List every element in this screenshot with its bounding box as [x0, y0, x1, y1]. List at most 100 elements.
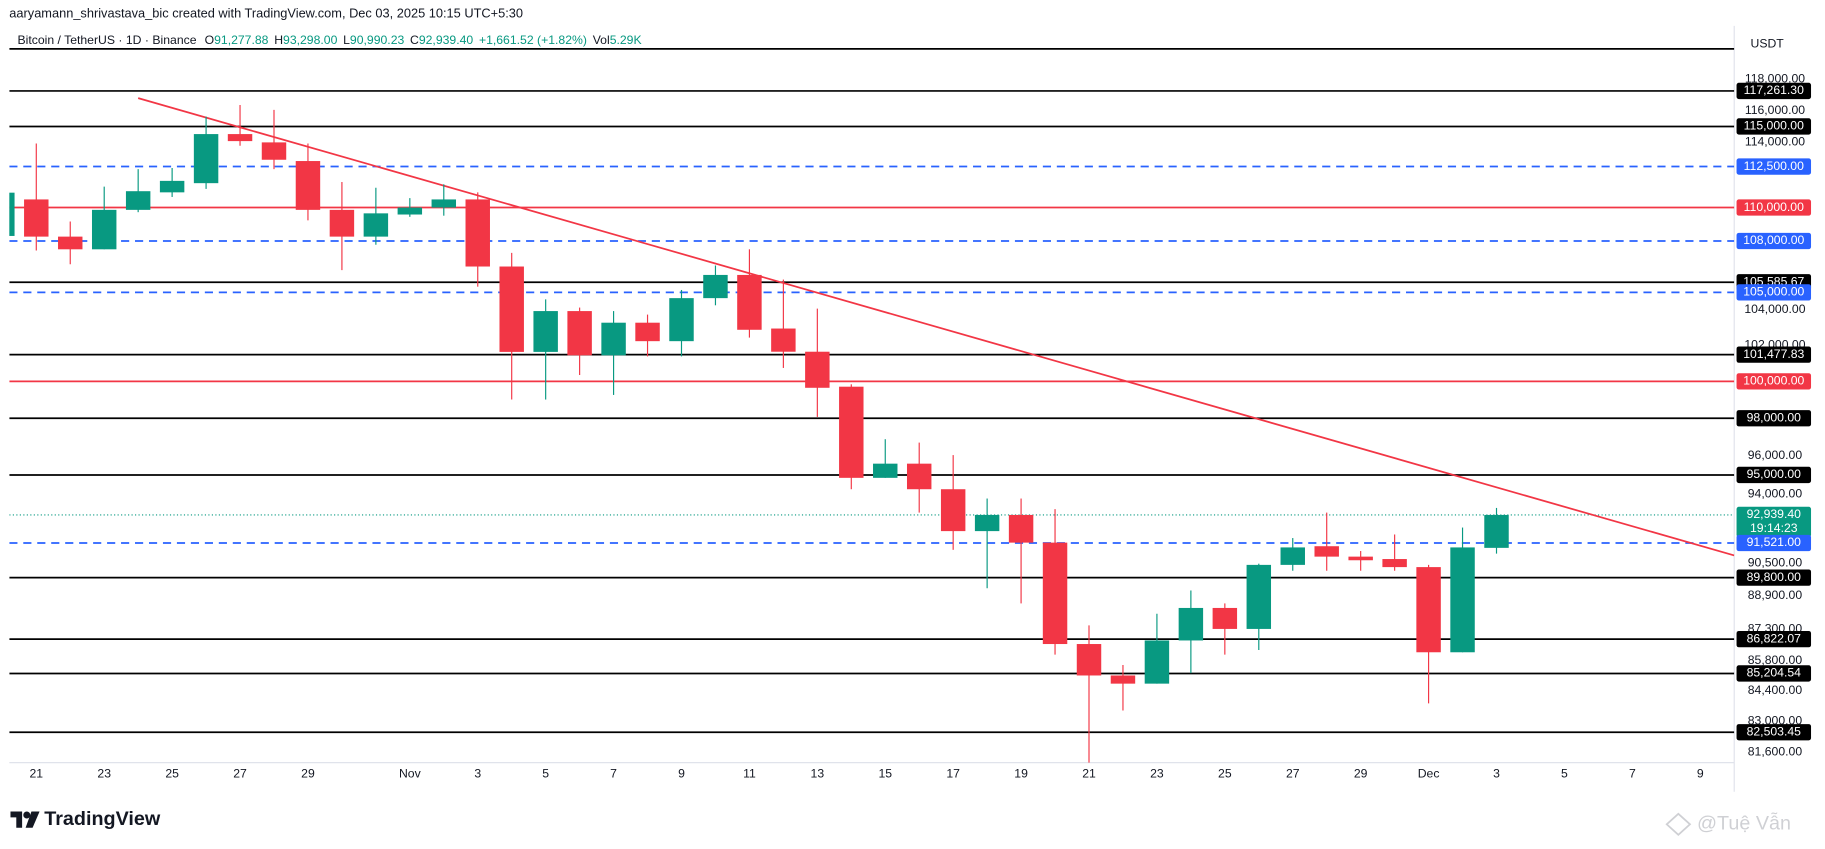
x-tick-label: 21 [29, 766, 43, 780]
candle-body [1382, 559, 1407, 568]
candle-body [499, 266, 524, 352]
y-tick-label: 116,000.00 [1745, 103, 1805, 117]
x-tick-label: 3 [474, 766, 481, 780]
level-label-box [1736, 199, 1812, 216]
candle-body [24, 199, 49, 237]
candle-body [295, 161, 321, 210]
x-tick-label: 29 [301, 766, 315, 780]
candle-body [974, 514, 1000, 532]
y-tick-label: 94,000.00 [1748, 486, 1803, 500]
candle-body [1314, 546, 1339, 557]
level-label-box [1736, 724, 1812, 741]
x-tick-label: 9 [1697, 766, 1704, 780]
candle-body [703, 274, 728, 299]
level-label: 82,503.45 [1747, 724, 1802, 738]
candle-body [805, 351, 830, 388]
y-tick-label: 81,600.00 [1748, 745, 1803, 759]
y-tick-label: 83,000.00 [1748, 714, 1803, 728]
level-label: 95,000.00 [1747, 467, 1802, 481]
logo-text: TradingView [44, 808, 161, 830]
pane [9, 47, 1735, 763]
candle-body [465, 199, 490, 267]
candle-body [1212, 607, 1238, 629]
x-tick-label: 15 [878, 766, 892, 780]
candle-body [771, 328, 796, 352]
x-tick-label: 23 [1150, 766, 1164, 780]
x-tick-label: 27 [1286, 766, 1300, 780]
level-label: 92,939.40 [1747, 507, 1802, 521]
x-tick-label: 7 [610, 766, 617, 780]
close-value: 92,939.40 [419, 33, 474, 47]
logo-mark [10, 811, 23, 828]
level-label: 89,800.00 [1747, 570, 1802, 584]
watermark-icon [1665, 812, 1692, 836]
legend: Bitcoin / TetherUS · 1D · Binance O91,27… [17, 33, 642, 47]
level-label-box [1736, 373, 1812, 390]
level-label-box [1736, 82, 1812, 100]
candle-body [669, 298, 694, 342]
level-label-box [1736, 346, 1812, 363]
candle-body [873, 463, 898, 478]
candle-body [1484, 514, 1509, 548]
vol-label: Vol [593, 33, 610, 47]
y-tick-label: 85,800.00 [1748, 653, 1803, 667]
x-tick-label: 23 [97, 766, 111, 780]
change: +1,661.52 (+1.82%) [479, 33, 587, 47]
level-label: 98,000.00 [1747, 410, 1802, 424]
level-label-box [1736, 410, 1812, 427]
level-label-box [1736, 232, 1812, 250]
currency: USDT [1751, 37, 1785, 51]
level-label-box [1736, 284, 1812, 301]
y-tick-label: 96,000.00 [1748, 448, 1803, 462]
level-label-box [1736, 466, 1812, 484]
x-tick-label: 25 [165, 766, 179, 780]
candle-body [58, 236, 83, 250]
candle-body [125, 191, 151, 210]
level-label-box [1736, 665, 1812, 682]
level-label: 85,204.54 [1747, 666, 1802, 680]
x-tick-label: 17 [946, 766, 960, 780]
logo-slash [25, 811, 40, 828]
close-label: C [410, 33, 419, 47]
candle-body [1008, 514, 1034, 543]
level-label-box [1736, 569, 1812, 586]
level-label: 101,477.83 [1743, 347, 1804, 361]
high-value: 93,298.00 [283, 33, 338, 47]
x-tick-label: 21 [1082, 766, 1096, 780]
candle-body [431, 199, 457, 208]
level-label: 112,500.00 [1744, 159, 1804, 173]
level-label: 91,521.00 [1747, 535, 1802, 549]
candle-body [533, 311, 558, 352]
candle-body [261, 142, 287, 160]
candle-body [1348, 556, 1373, 561]
candle-body [1450, 547, 1475, 653]
candle-body [397, 207, 423, 215]
y-tick-label: 118,000.00 [1745, 72, 1805, 86]
x-tick-label: 9 [678, 766, 685, 780]
y-tick-label: 104,000.00 [1744, 302, 1805, 316]
open-label: O [205, 33, 215, 47]
level-label-box [1736, 158, 1812, 175]
candle-body [1416, 567, 1441, 653]
level-label-box [1736, 506, 1812, 538]
y-tick-label: 84,400.00 [1748, 683, 1803, 697]
level-label: 108,000.00 [1743, 233, 1804, 247]
level-label: 105,000.00 [1743, 285, 1804, 299]
x-tick-label: 5 [1561, 766, 1568, 780]
level-label: 100,000.00 [1743, 374, 1804, 388]
candle-body [1144, 640, 1170, 684]
x-tick-label: 5 [542, 766, 549, 780]
x-tick-label: Nov [399, 766, 422, 780]
candle-body [9, 192, 15, 236]
level-label-box [1736, 118, 1812, 135]
candle-body [906, 463, 932, 490]
candle-body [363, 213, 389, 237]
x-tick-label: 11 [743, 766, 756, 780]
candle-body [91, 209, 117, 250]
candle-body [1246, 564, 1272, 629]
y-tick-label: 88,900.00 [1748, 588, 1803, 602]
candle-body [737, 274, 762, 330]
candle-body [1076, 644, 1102, 676]
